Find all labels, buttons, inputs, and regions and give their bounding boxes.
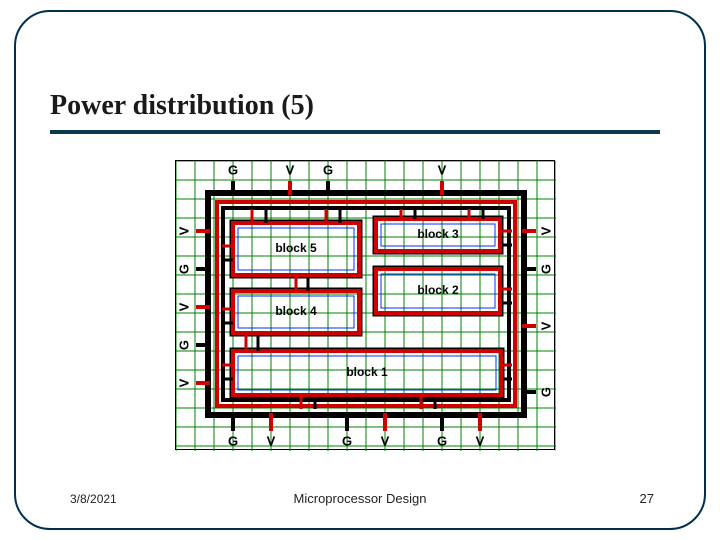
svg-text:block 2: block 2 — [417, 283, 459, 297]
svg-text:V: V — [476, 433, 485, 448]
title-block: Power distribution (5) — [50, 90, 660, 134]
svg-text:G: G — [342, 433, 352, 448]
svg-text:G: G — [538, 387, 553, 397]
svg-text:block 1: block 1 — [346, 365, 388, 379]
svg-text:block 4: block 4 — [275, 304, 317, 318]
svg-text:V: V — [176, 226, 191, 235]
slide-title: Power distribution (5) — [50, 90, 660, 128]
power-distribution-diagram: block 5 block 3 block 2 block 4 block 1 G V G V G… — [175, 160, 555, 450]
svg-text:G: G — [228, 433, 238, 448]
svg-text:G: G — [323, 162, 333, 177]
svg-text:V: V — [538, 226, 553, 235]
footer-page: 27 — [640, 491, 654, 506]
svg-text:V: V — [267, 433, 276, 448]
svg-text:block 3: block 3 — [417, 227, 459, 241]
diagram-svg: block 5 block 3 block 2 block 4 block 1 G V G V G… — [176, 161, 556, 451]
svg-text:G: G — [176, 264, 191, 274]
svg-text:V: V — [381, 433, 390, 448]
svg-text:G: G — [176, 340, 191, 350]
svg-text:V: V — [176, 378, 191, 387]
svg-text:V: V — [286, 162, 295, 177]
svg-text:V: V — [438, 162, 447, 177]
svg-text:G: G — [228, 162, 238, 177]
svg-text:V: V — [538, 321, 553, 330]
svg-text:G: G — [437, 433, 447, 448]
svg-text:block 5: block 5 — [275, 241, 317, 255]
svg-text:V: V — [176, 302, 191, 311]
title-rule — [50, 130, 660, 134]
svg-text:G: G — [538, 264, 553, 274]
footer-center: Microprocessor Design — [0, 491, 720, 506]
